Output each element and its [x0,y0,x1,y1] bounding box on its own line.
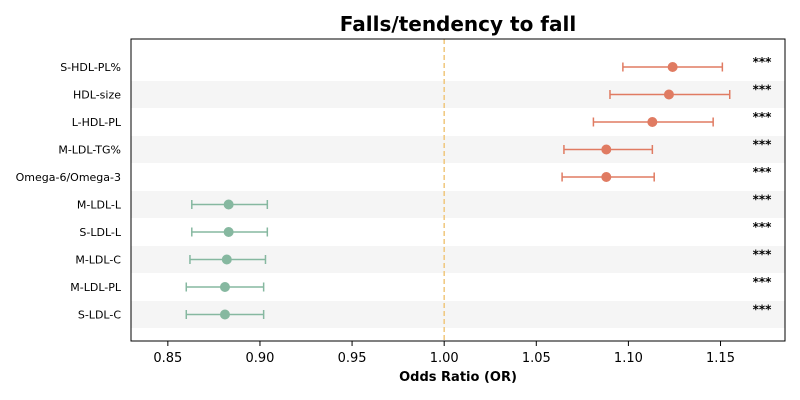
significance-label: *** [753,83,773,97]
chart-title: Falls/tendency to fall [340,12,576,36]
x-tick-label: 1.05 [522,351,551,366]
row-label: M-LDL-C [75,254,121,267]
or-point [601,144,612,155]
or-point [663,89,674,100]
x-tick-label: 0.90 [245,351,274,366]
x-axis: 0.85 0.90 0.95 1.00 1.05 1.10 1.15 [153,341,735,366]
significance-label: *** [753,165,773,179]
significance-label: *** [753,275,773,289]
row-label: M-LDL-PL [70,281,122,294]
significance-label: *** [753,248,773,262]
forest-row: M-LDL-PL *** [70,275,772,294]
or-point [219,309,230,320]
or-point [223,199,234,210]
or-point [219,282,230,292]
row-label: M-LDL-TG% [58,144,121,157]
x-tick-label: 1.15 [706,351,735,366]
or-point [601,172,612,182]
significance-label: *** [753,55,773,69]
row-label: S-HDL-PL% [60,61,121,74]
forest-row: S-HDL-PL% *** [60,55,772,74]
x-tick-label: 1.00 [430,351,459,366]
significance-label: *** [753,303,773,317]
or-point [221,254,232,265]
x-tick-label: 0.85 [153,351,182,366]
x-axis-label: Odds Ratio (OR) [399,370,517,385]
forest-row: M-LDL-C *** [75,248,772,267]
significance-label: *** [753,220,773,234]
forest-row: L-HDL-PL *** [72,110,772,129]
x-tick-label: 1.10 [614,351,643,366]
rows: S-HDL-PL% ***HDL-size ***L-HDL-PL ***M-LDL-… [16,55,773,322]
row-label: L-HDL-PL [72,116,122,129]
plot-frame [130,38,786,342]
forest-row: Omega-6/Omega-3 *** [16,165,773,184]
row-label: S-LDL-L [79,226,121,239]
forest-row: M-LDL-TG% *** [58,138,772,157]
significance-label: *** [753,193,773,207]
forest-row: HDL-size *** [73,83,772,102]
row-label: Omega-6/Omega-3 [16,171,121,184]
forest-row: S-LDL-L *** [79,220,772,239]
row-band [131,136,785,163]
significance-label: *** [753,138,773,152]
row-label: S-LDL-C [78,309,121,322]
forest-row: S-LDL-C *** [78,303,772,322]
forest-row: M-LDL-L *** [77,193,772,212]
row-label: M-LDL-L [77,199,122,212]
row-label: HDL-size [73,89,121,102]
x-tick-label: 0.95 [338,351,367,366]
significance-label: *** [753,110,773,124]
or-point [223,227,234,237]
or-point [667,62,678,72]
or-point [647,117,658,127]
